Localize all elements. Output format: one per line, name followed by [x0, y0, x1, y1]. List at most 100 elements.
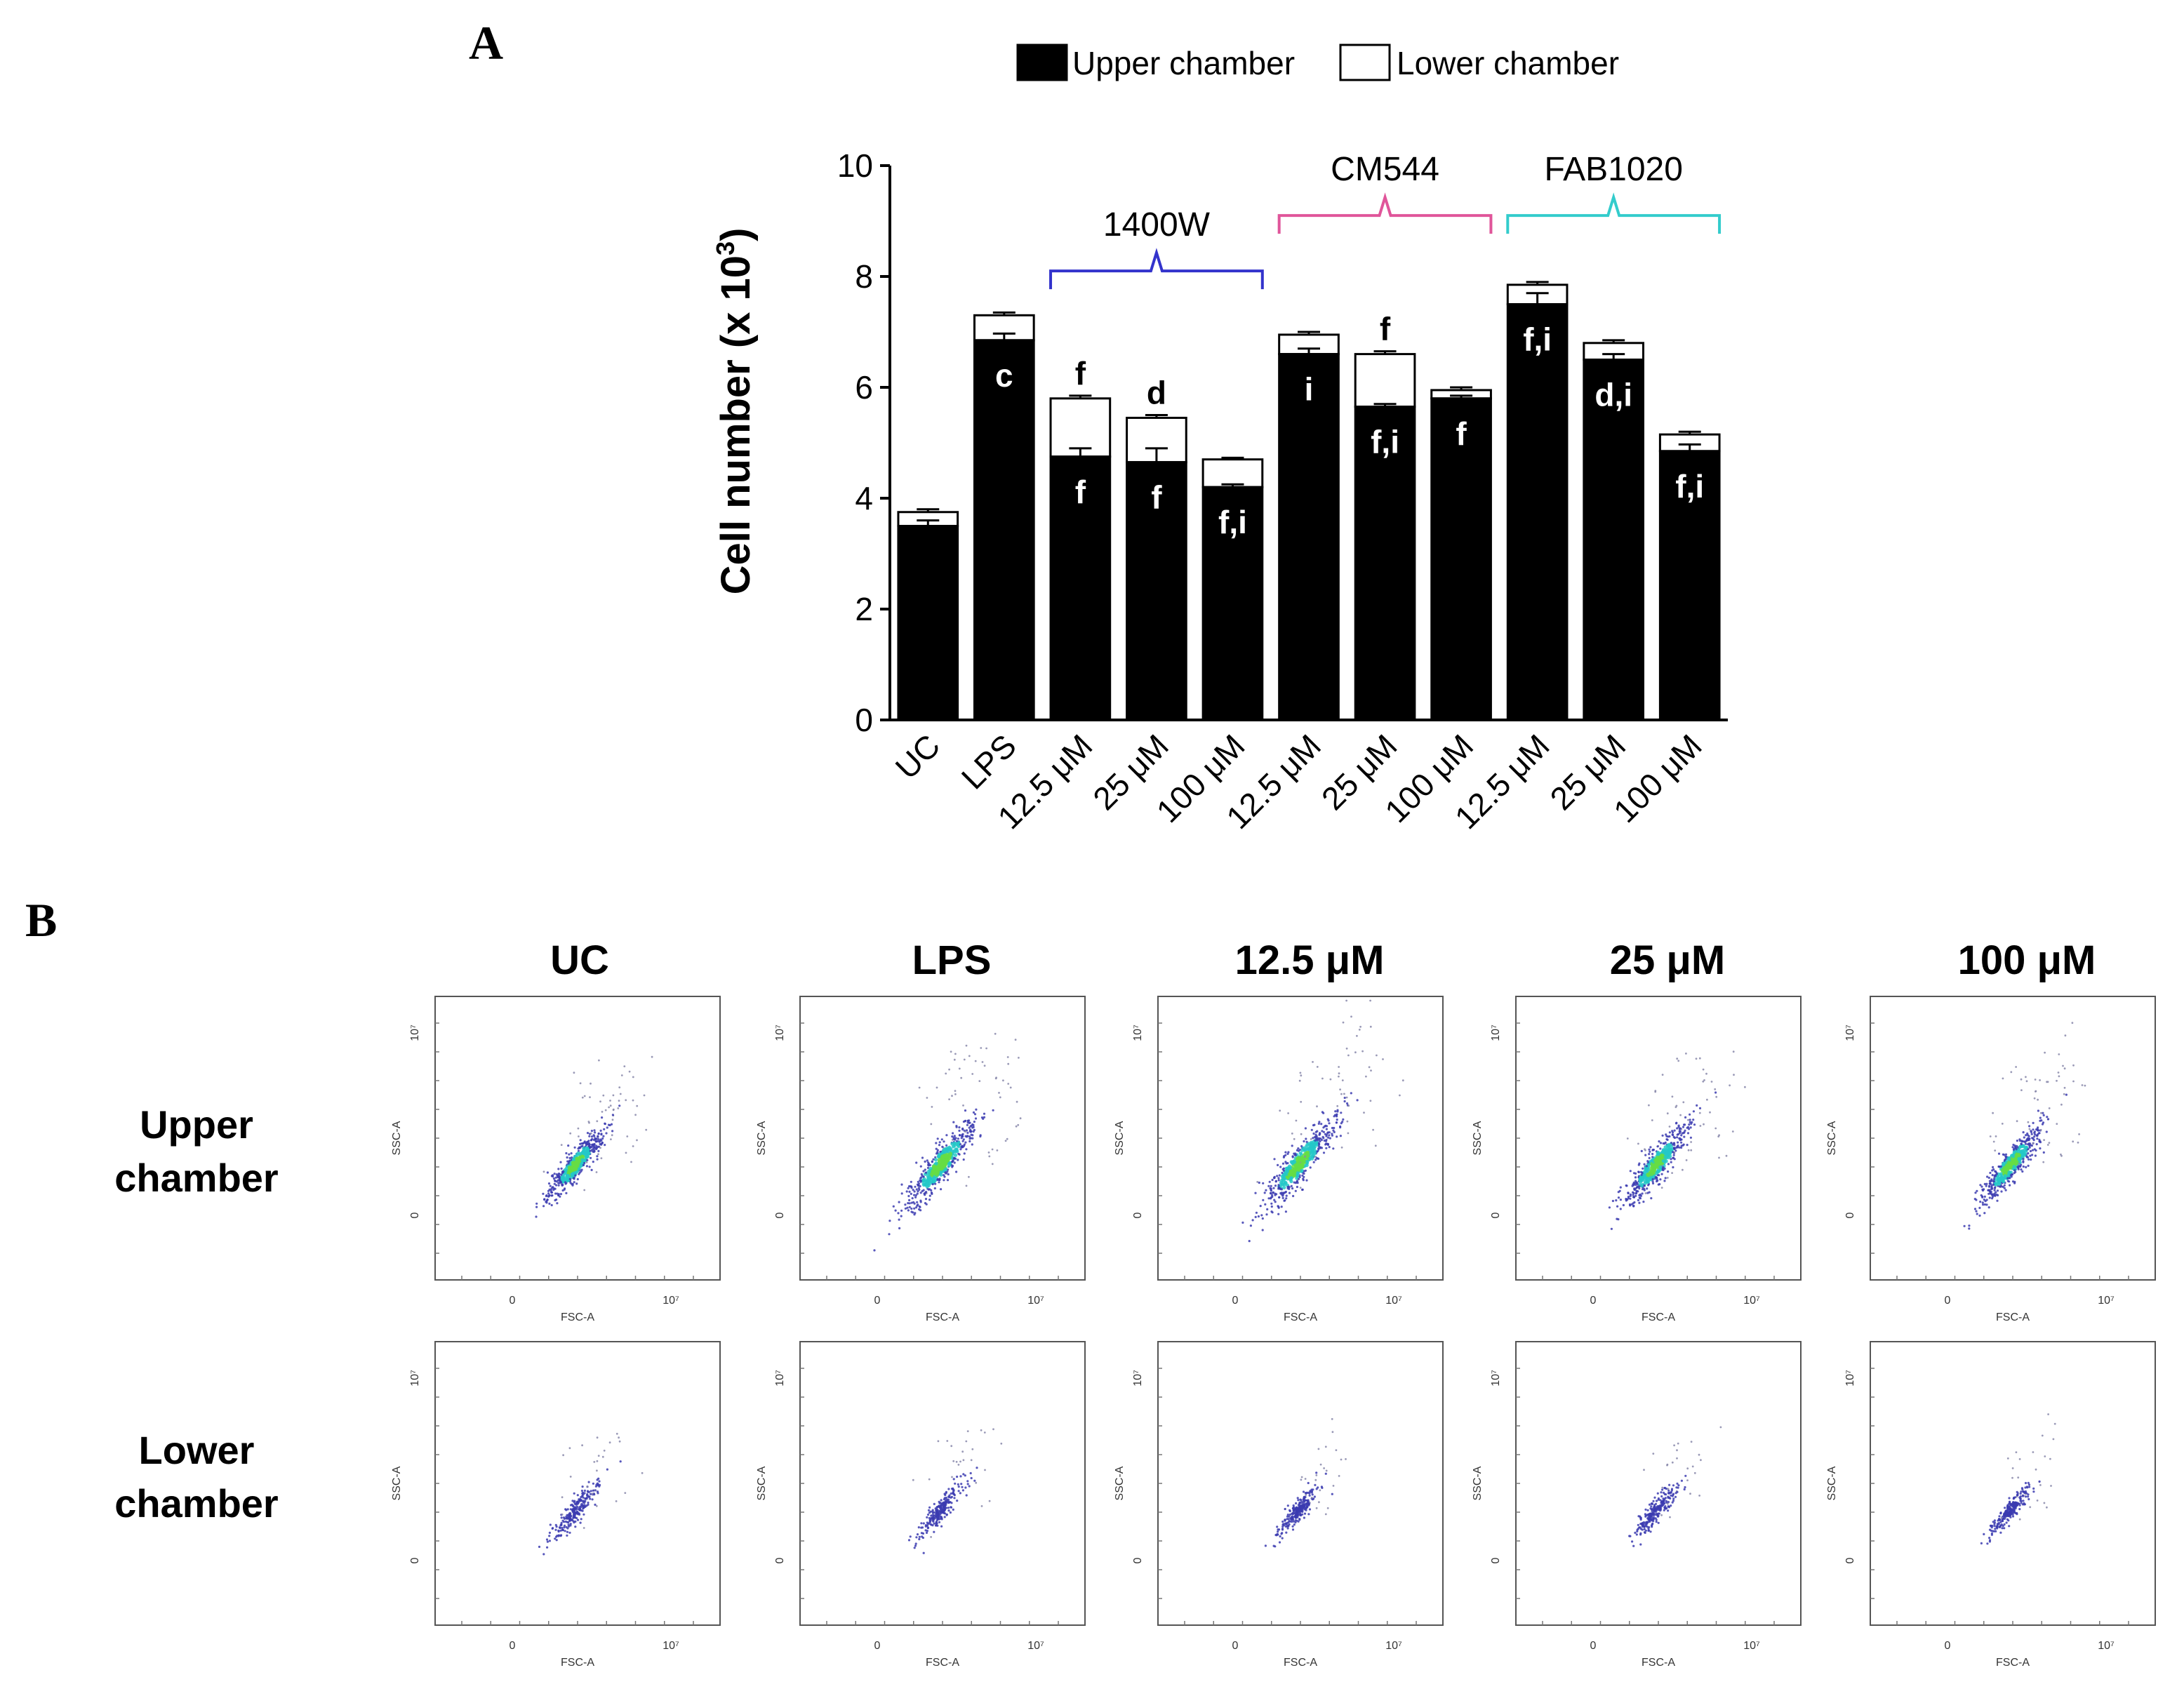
scatter-point — [542, 1205, 545, 1208]
scatter-point — [2018, 1162, 2020, 1165]
scatter-point — [1312, 1161, 1315, 1163]
scatter-point — [579, 1082, 582, 1085]
scatter-point — [1696, 1104, 1698, 1107]
scatter-point — [948, 1098, 950, 1100]
scatter-point — [1993, 1523, 1996, 1526]
scatter-points — [1241, 999, 1404, 1243]
scatter-point — [946, 1498, 950, 1502]
scatter-point — [1642, 1167, 1644, 1170]
y-axis-label: SSC-A — [391, 1121, 403, 1155]
scatter-point — [580, 1154, 585, 1160]
scatter-point — [1009, 1086, 1012, 1089]
scatter-point — [1267, 1197, 1270, 1200]
scatter-point — [971, 1073, 974, 1075]
scatter-point — [594, 1147, 597, 1149]
scatter-point — [1679, 1130, 1682, 1133]
scatter-point — [1685, 1159, 1688, 1161]
scatter-point — [911, 1197, 914, 1200]
scatter-point — [1687, 1128, 1691, 1130]
scatter-point — [1968, 1224, 1971, 1227]
scatter-point — [2020, 1142, 2023, 1145]
column-header: LPS — [912, 937, 992, 983]
scatter-point — [2002, 1180, 2006, 1184]
scatter-point — [1269, 1191, 1272, 1194]
scatter-point — [1335, 1121, 1338, 1124]
scatter-point — [1309, 1166, 1312, 1169]
scatter-point — [922, 1522, 925, 1525]
x-tick-label: 10⁷ — [1385, 1640, 1402, 1652]
scatter-point — [1693, 1471, 1696, 1474]
scatter-point — [1291, 1144, 1293, 1147]
scatter-point — [552, 1174, 554, 1177]
scatter-point — [1994, 1175, 1997, 1177]
scatter-point — [1658, 1183, 1661, 1186]
scatter-point — [2001, 1527, 2004, 1530]
scatter-point — [1291, 1156, 1294, 1159]
scatter-point — [1004, 1140, 1007, 1142]
scatter-point — [565, 1509, 568, 1511]
scatter-point — [561, 1183, 564, 1186]
scatter-point — [924, 1168, 926, 1171]
scatter-point — [1677, 1141, 1679, 1144]
scatter-point — [970, 1124, 973, 1127]
scatter-point — [584, 1505, 587, 1508]
scatter-point — [966, 1480, 969, 1483]
scatter-point — [548, 1188, 551, 1191]
scatter-point — [1343, 1096, 1346, 1100]
scatter-point — [636, 1104, 639, 1107]
scatter-point — [966, 1430, 969, 1432]
scatter-point — [2026, 1132, 2029, 1135]
y-tick-label: 10⁷ — [1132, 1370, 1144, 1387]
scatter-point — [941, 1145, 944, 1148]
scatter-point — [578, 1498, 580, 1501]
scatter-point — [589, 1497, 592, 1500]
scatter-point — [1314, 1483, 1317, 1486]
scatter-point — [2009, 1516, 2012, 1518]
scatter-point — [945, 1134, 948, 1137]
scatter-point — [936, 1512, 940, 1516]
scatter-point — [555, 1539, 558, 1542]
scatter-point — [2022, 1131, 2025, 1134]
scatter-point — [2032, 1128, 2035, 1131]
scatter-point — [909, 1535, 912, 1538]
scatter-point — [968, 1140, 971, 1143]
scatter-point — [1668, 1131, 1671, 1134]
scatter-point — [1980, 1542, 1983, 1544]
scatter-point — [1298, 1502, 1301, 1505]
x-axis-label: FSC-A — [561, 1657, 594, 1669]
scatter-point — [2084, 1084, 2086, 1087]
scatter-point — [1321, 1135, 1324, 1138]
scatter-point — [1719, 1426, 1722, 1429]
scatter-point — [554, 1176, 557, 1179]
scatter-point — [954, 1093, 957, 1095]
x-tick-label: 0 — [1590, 1640, 1597, 1652]
scatter-point — [561, 1513, 564, 1516]
scatter-point — [2056, 1123, 2058, 1125]
scatter-point — [966, 1131, 969, 1134]
scatter-point — [567, 1523, 570, 1526]
scatter-point — [1667, 1502, 1669, 1505]
x-axis-label: FSC-A — [1284, 1657, 1317, 1669]
scatter-point — [1663, 1497, 1666, 1501]
scatter-point — [873, 1249, 876, 1252]
scatter-point — [991, 1148, 994, 1151]
scatter-point — [586, 1486, 589, 1488]
scatter-point — [645, 1128, 648, 1131]
scatter-point — [1658, 1504, 1662, 1508]
scatter-point — [952, 1478, 955, 1481]
scatter-point — [575, 1502, 578, 1506]
scatter-point — [2018, 1458, 2021, 1460]
scatter-point — [1655, 1521, 1658, 1523]
scatter-point — [1279, 1187, 1281, 1190]
scatter-point — [1651, 1156, 1654, 1159]
scatter-point — [1646, 1160, 1649, 1163]
scatter-points — [1264, 1417, 1347, 1548]
scatter-point — [1258, 1181, 1260, 1184]
scatter-point — [1658, 1165, 1663, 1169]
scatter-point — [567, 1525, 571, 1528]
x-axis-label: FSC-A — [1642, 1657, 1675, 1669]
plot-frame — [434, 996, 721, 1281]
scatter-point — [1646, 1172, 1651, 1177]
scatter-point — [1705, 1072, 1707, 1075]
